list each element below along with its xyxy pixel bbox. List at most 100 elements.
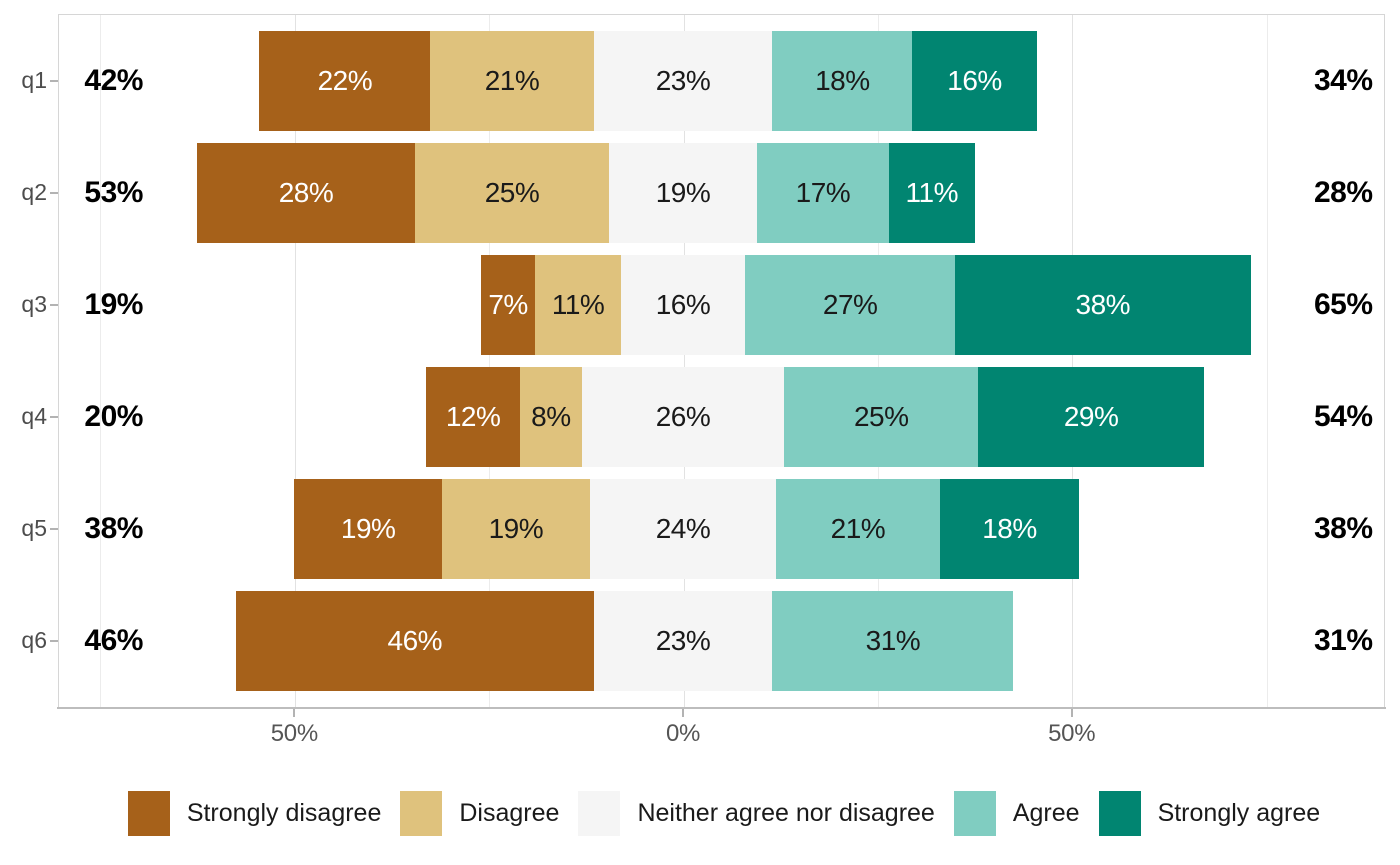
y-axis-tick — [50, 527, 58, 530]
segment-value-label: 28% — [278, 177, 334, 209]
segment-value-label: 19% — [655, 177, 711, 209]
y-axis-label-q4: q4 — [21, 402, 47, 429]
legend-item-disagree: Disagree — [400, 790, 560, 836]
bar-segment-disagree: 21% — [430, 31, 594, 132]
legend-swatch-strongly-disagree — [127, 790, 170, 836]
bar-segment-strongly-agree: 16% — [912, 31, 1037, 132]
gridline-minor — [1266, 15, 1268, 707]
y-axis-tick — [50, 80, 58, 83]
x-axis-tick-label: 50% — [270, 720, 318, 747]
y-axis-label-q1: q1 — [21, 67, 47, 94]
bar-segment-strongly-disagree: 19% — [294, 478, 443, 579]
bar-segment-neither-agree-nor-disagree: 26% — [581, 366, 785, 467]
segment-value-label: 8% — [531, 400, 571, 432]
legend-item-neither-agree-nor-disagree: Neither agree nor disagree — [578, 790, 935, 836]
segment-value-label: 18% — [815, 65, 870, 97]
bar-segment-strongly-agree: 38% — [955, 255, 1251, 356]
bar-segment-neither-agree-nor-disagree: 24% — [589, 478, 777, 579]
total-label-agree-side: 28% — [1313, 176, 1373, 210]
segment-value-label: 31% — [865, 624, 921, 656]
y-axis-label-q5: q5 — [21, 514, 47, 541]
segment-value-label: 21% — [830, 512, 886, 544]
segment-value-label: 25% — [853, 400, 909, 432]
x-axis-tick-label: 0% — [665, 720, 701, 747]
segment-value-label: 11% — [551, 289, 605, 321]
bar-segment-agree: 25% — [784, 366, 979, 467]
segment-value-label: 29% — [1063, 400, 1119, 432]
segment-value-label: 16% — [655, 289, 711, 321]
x-axis-tick — [293, 709, 296, 717]
segment-value-label: 19% — [488, 512, 544, 544]
total-label-disagree-side: 38% — [84, 511, 143, 545]
segment-value-label: 26% — [655, 400, 711, 432]
bar-segment-strongly-agree: 18% — [939, 478, 1080, 579]
legend-swatch-disagree — [400, 790, 443, 836]
bar-segment-disagree: 19% — [442, 478, 590, 579]
y-axis-tick — [50, 415, 58, 418]
segment-value-label: 23% — [655, 65, 711, 97]
total-label-agree-side: 34% — [1313, 64, 1373, 98]
legend-label: Agree — [1012, 798, 1080, 827]
bar-segment-neither-agree-nor-disagree: 23% — [593, 590, 773, 691]
segment-value-label: 17% — [795, 177, 851, 209]
segment-value-label: 22% — [317, 65, 373, 97]
total-label-agree-side: 31% — [1313, 623, 1373, 657]
segment-value-label: 11% — [905, 177, 959, 209]
segment-value-label: 46% — [387, 624, 443, 656]
segment-value-label: 27% — [822, 289, 878, 321]
segment-value-label: 18% — [982, 512, 1037, 544]
gridline-minor — [877, 15, 879, 707]
x-axis-tick — [1070, 709, 1073, 717]
legend-item-strongly-agree: Strongly agree — [1098, 790, 1320, 836]
segment-value-label: 16% — [947, 65, 1002, 97]
total-label-agree-side: 54% — [1313, 399, 1373, 433]
bar-segment-strongly-disagree: 46% — [236, 590, 594, 691]
bar-segment-strongly-disagree: 22% — [259, 31, 431, 132]
gridline-major — [1072, 15, 1074, 707]
segment-value-label: 19% — [340, 512, 396, 544]
gridline-major — [294, 15, 296, 707]
bar-segment-neither-agree-nor-disagree: 23% — [593, 31, 773, 132]
total-label-disagree-side: 19% — [84, 288, 143, 322]
y-axis-tick — [50, 304, 58, 307]
gridline-minor — [489, 15, 491, 707]
segment-value-label: 25% — [484, 177, 540, 209]
y-axis-label-q2: q2 — [21, 179, 47, 206]
y-axis-label-q3: q3 — [21, 291, 47, 318]
legend-label: Disagree — [459, 798, 560, 827]
segment-value-label: 24% — [655, 512, 711, 544]
segment-value-label: 23% — [655, 624, 711, 656]
bar-segment-disagree: 25% — [414, 143, 610, 244]
bar-segment-strongly-agree: 29% — [978, 366, 1204, 467]
legend-swatch-agree — [953, 790, 996, 836]
segment-value-label: 12% — [445, 400, 501, 432]
x-axis-line — [57, 707, 1386, 709]
bar-segment-strongly-disagree: 28% — [197, 143, 415, 244]
y-axis-label-q6: q6 — [21, 626, 47, 653]
bar-segment-agree: 31% — [772, 590, 1014, 691]
total-label-disagree-side: 46% — [84, 623, 143, 657]
x-axis-tick-label: 50% — [1048, 720, 1096, 747]
legend-swatch-neither-agree-nor-disagree — [578, 790, 621, 836]
total-label-agree-side: 65% — [1313, 288, 1373, 322]
x-axis-tick — [682, 709, 685, 717]
segment-value-label: 7% — [488, 289, 528, 321]
segment-value-label: 38% — [1075, 289, 1131, 321]
gridline-minor — [100, 15, 102, 707]
bar-segment-agree: 27% — [745, 255, 956, 356]
bar-segment-disagree: 11% — [535, 255, 621, 356]
bar-segment-agree: 17% — [756, 143, 889, 244]
legend-swatch-strongly-agree — [1098, 790, 1141, 836]
legend-item-strongly-disagree: Strongly disagree — [127, 790, 381, 836]
legend: Strongly disagree Disagree Neither agree n… — [0, 778, 1400, 848]
total-label-disagree-side: 42% — [84, 64, 143, 98]
y-axis-tick — [50, 192, 58, 195]
bar-segment-strongly-disagree: 12% — [426, 366, 520, 467]
total-label-disagree-side: 53% — [84, 176, 143, 210]
bar-segment-agree: 21% — [776, 478, 940, 579]
bar-segment-neither-agree-nor-disagree: 19% — [609, 143, 757, 244]
total-label-disagree-side: 20% — [84, 399, 143, 433]
total-label-agree-side: 38% — [1313, 511, 1373, 545]
legend-label: Neither agree nor disagree — [637, 798, 935, 827]
